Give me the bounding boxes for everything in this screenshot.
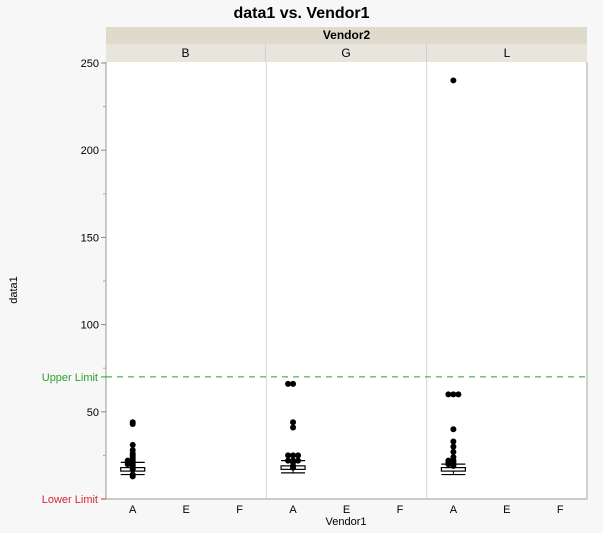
data-point <box>290 424 297 431</box>
x-tick-label: E <box>182 504 189 516</box>
x-tick-label: A <box>289 504 297 516</box>
x-tick-label: A <box>129 504 137 516</box>
data-point <box>450 391 457 398</box>
data-point <box>445 461 452 468</box>
data-point <box>285 457 292 464</box>
data-point <box>295 457 302 464</box>
y-tick-label: 50 <box>87 407 99 419</box>
y-tick-label: 200 <box>81 145 99 157</box>
lower-limit-label: Lower Limit <box>42 494 98 506</box>
data-point <box>450 448 457 455</box>
data-point <box>124 461 131 468</box>
x-tick-label: E <box>343 504 350 516</box>
data-point <box>290 380 297 387</box>
y-tick-label: 250 <box>81 58 99 70</box>
x-tick-label: F <box>397 504 404 516</box>
x-axis-label: Vendor1 <box>325 516 367 528</box>
panel-header-g: G <box>266 44 427 62</box>
panel-header-l: L <box>427 44 587 62</box>
chart-title: data1 vs. Vendor1 <box>233 5 370 22</box>
data-point <box>290 464 297 471</box>
data-point <box>129 466 136 473</box>
y-tick-label: 100 <box>81 320 99 332</box>
data-point <box>285 380 292 387</box>
x-tick-label: F <box>557 504 564 516</box>
group-header-vendor2: Vendor2 <box>106 27 587 44</box>
data-point <box>450 438 457 445</box>
x-tick-label: A <box>450 504 458 516</box>
data-point <box>290 452 297 459</box>
data-point <box>129 441 136 448</box>
x-tick-label: F <box>236 504 243 516</box>
data-point <box>129 473 136 480</box>
panel-header-b: B <box>106 44 266 62</box>
data-point <box>450 426 457 433</box>
plot-background <box>106 62 587 499</box>
data-point <box>290 419 297 426</box>
y-tick-label: 150 <box>81 232 99 244</box>
data-point <box>445 391 452 398</box>
upper-limit-label: Upper Limit <box>42 372 98 384</box>
x-tick-label: E <box>503 504 510 516</box>
data-point <box>285 452 292 459</box>
data-point <box>295 452 302 459</box>
data-point <box>450 77 457 84</box>
data-point <box>455 391 462 398</box>
data-point <box>450 443 457 450</box>
data-point <box>129 421 136 428</box>
data-point <box>450 462 457 469</box>
